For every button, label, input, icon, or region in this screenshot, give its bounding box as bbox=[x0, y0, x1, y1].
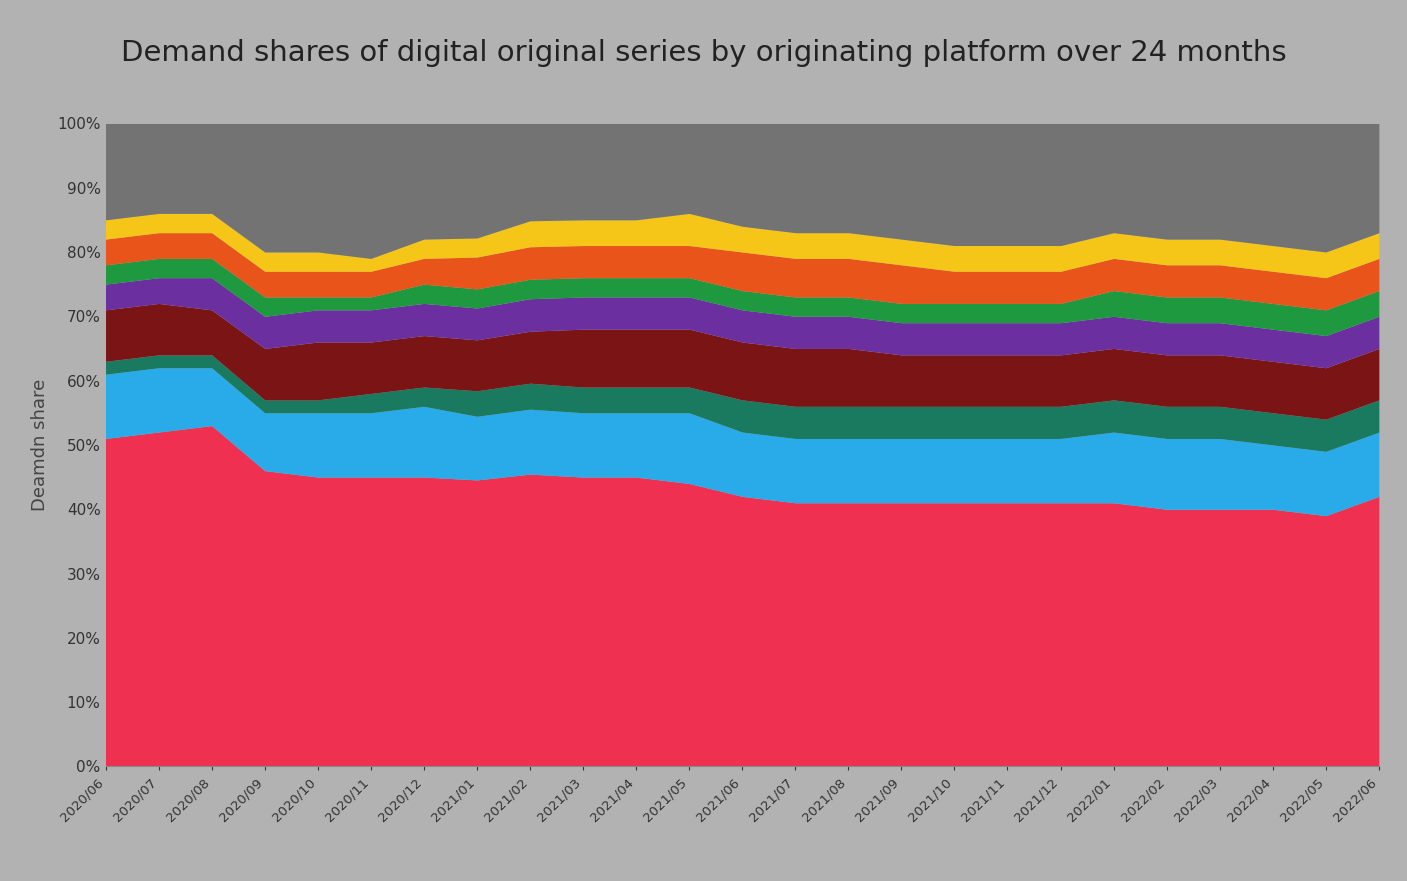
Y-axis label: Deamdn share: Deamdn share bbox=[31, 379, 49, 511]
Text: Demand shares of digital original series by originating platform over 24 months: Demand shares of digital original series… bbox=[121, 40, 1286, 67]
